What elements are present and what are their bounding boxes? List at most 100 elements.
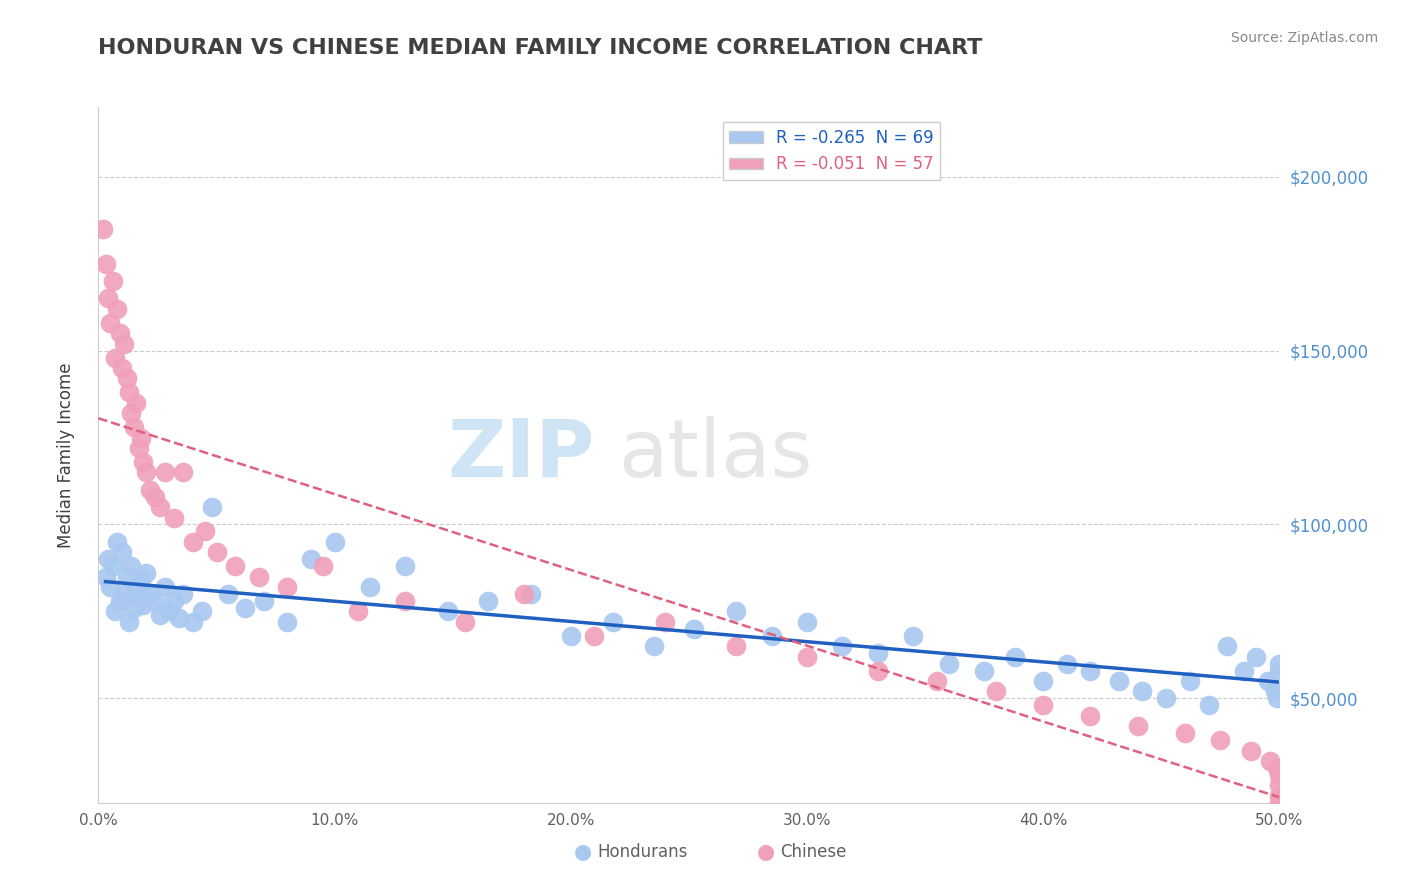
Point [201, 500, 224, 514]
Point [98, 580, 121, 594]
Point [129, 430, 152, 444]
Point [359, 580, 381, 594]
Legend: R = -0.265  N = 69, R = -0.051  N = 57: R = -0.265 N = 69, R = -0.051 N = 57 [723, 122, 941, 180]
Point [1004, 649, 1026, 664]
Point [97, 552, 120, 566]
Point [167, 611, 190, 625]
Point [139, 483, 162, 497]
Text: ●: ● [575, 842, 592, 862]
Text: atlas: atlas [619, 416, 813, 494]
Point [654, 615, 676, 629]
Text: Hondurans: Hondurans [598, 843, 688, 861]
Point [1268, 796, 1291, 810]
Point [135, 566, 157, 581]
Point [1080, 708, 1102, 723]
Point [682, 622, 704, 636]
Point [437, 605, 460, 619]
Point [122, 601, 145, 615]
Point [453, 615, 475, 629]
Point [143, 594, 166, 608]
Point [98, 316, 121, 330]
Point [973, 664, 995, 678]
Point [1080, 664, 1102, 678]
Point [299, 552, 322, 566]
Point [796, 615, 818, 629]
Point [101, 559, 124, 574]
Point [224, 559, 246, 574]
Point [1268, 768, 1291, 782]
Point [312, 559, 335, 574]
Point [94, 256, 117, 270]
Point [394, 559, 416, 574]
Point [1132, 684, 1154, 698]
Point [125, 580, 148, 594]
Point [323, 534, 346, 549]
Text: ●: ● [758, 842, 775, 862]
Point [1258, 754, 1281, 768]
Point [583, 629, 606, 643]
Point [128, 591, 150, 605]
Point [101, 274, 124, 288]
Point [643, 639, 665, 653]
Point [247, 570, 270, 584]
Point [118, 385, 141, 400]
Point [477, 594, 499, 608]
Point [984, 684, 1007, 698]
Point [115, 570, 138, 584]
Point [112, 336, 135, 351]
Point [135, 466, 157, 480]
Point [181, 615, 204, 629]
Point [115, 371, 138, 385]
Point [1154, 691, 1177, 706]
Point [1178, 674, 1201, 689]
Point [1126, 719, 1149, 733]
Point [217, 587, 239, 601]
Point [276, 615, 298, 629]
Point [97, 291, 120, 305]
Point [1056, 657, 1078, 671]
Text: HONDURAN VS CHINESE MEDIAN FAMILY INCOME CORRELATION CHART: HONDURAN VS CHINESE MEDIAN FAMILY INCOME… [98, 38, 983, 58]
Point [253, 594, 276, 608]
Point [172, 466, 194, 480]
Point [172, 587, 194, 601]
Point [1268, 664, 1291, 678]
Point [132, 598, 155, 612]
Point [105, 301, 128, 316]
Point [1268, 803, 1291, 817]
Point [132, 455, 155, 469]
Point [153, 580, 176, 594]
Point [128, 441, 150, 455]
Point [903, 629, 925, 643]
Point [111, 545, 134, 559]
Y-axis label: Median Family Income: Median Family Income [56, 362, 75, 548]
Point [112, 587, 135, 601]
Point [519, 587, 541, 601]
Point [91, 221, 114, 235]
Point [1108, 674, 1130, 689]
Point [104, 605, 127, 619]
Point [1233, 664, 1256, 678]
Point [1268, 778, 1291, 793]
Point [1032, 674, 1054, 689]
Point [233, 601, 256, 615]
Point [105, 534, 128, 549]
Point [153, 466, 176, 480]
Point [1216, 639, 1239, 653]
Point [866, 646, 889, 660]
Point [149, 607, 172, 622]
Point [108, 594, 131, 608]
Point [796, 649, 818, 664]
Point [394, 594, 416, 608]
Point [938, 657, 960, 671]
Point [111, 360, 134, 375]
Point [125, 395, 148, 409]
Point [181, 534, 204, 549]
Point [1032, 698, 1054, 713]
Point [121, 406, 143, 420]
Point [163, 510, 186, 524]
Point [725, 605, 748, 619]
Point [560, 629, 582, 643]
Point [761, 629, 783, 643]
Point [94, 570, 117, 584]
Point [108, 326, 131, 340]
